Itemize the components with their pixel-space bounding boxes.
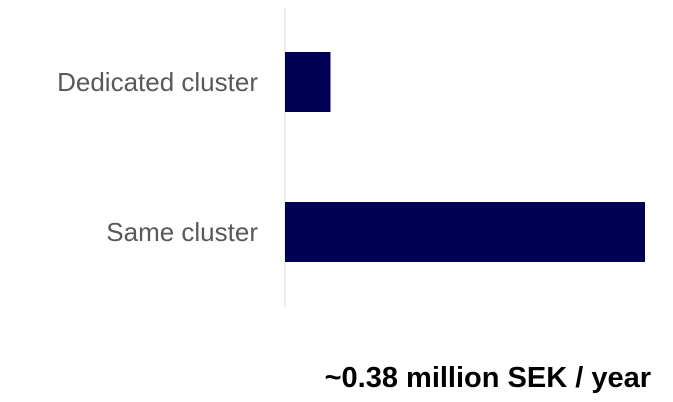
category-label-dedicated-cluster: Dedicated cluster	[57, 67, 258, 97]
bar-dedicated-cluster	[285, 52, 331, 112]
bar-same-cluster	[285, 202, 645, 262]
annual-cost-label: ~0.38 million SEK / year	[324, 362, 651, 394]
category-labels-group: Dedicated cluster Same cluster	[57, 67, 258, 247]
bars-group	[285, 52, 645, 262]
category-label-same-cluster: Same cluster	[106, 217, 258, 247]
